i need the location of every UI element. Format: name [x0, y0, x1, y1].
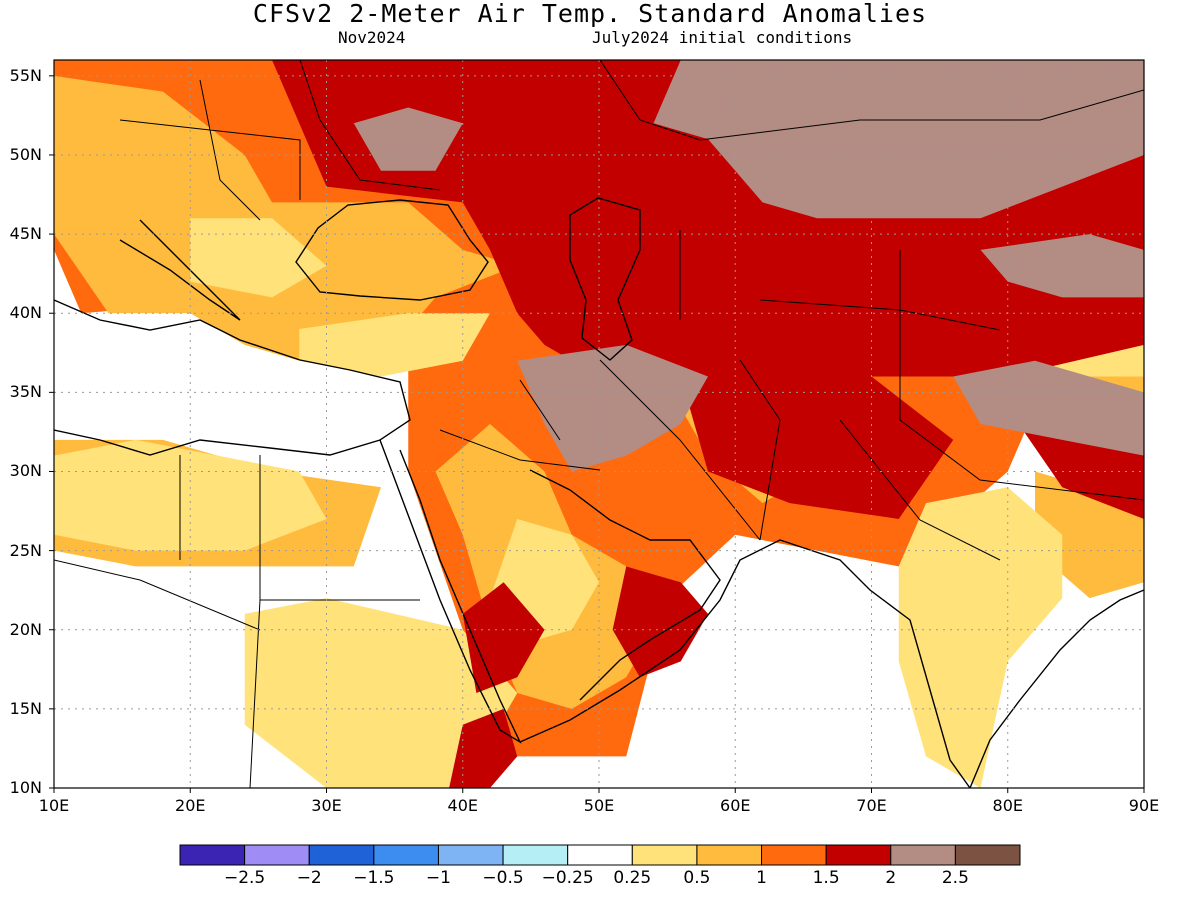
lat-label: 30N	[9, 461, 42, 481]
anomaly-fills	[54, 60, 1144, 788]
colorbar-bin	[696, 844, 763, 866]
colorbar-bin	[825, 844, 892, 866]
colorbar-bin	[308, 844, 375, 866]
anomaly-region-1	[54, 75, 518, 361]
lon-label: 50E	[583, 796, 615, 815]
colorbar-bin	[631, 844, 698, 866]
colorbar-label: −0.5	[482, 868, 524, 888]
caspian-coast	[569, 197, 641, 361]
colorbar-bin	[373, 844, 439, 866]
colorbar-label: 1	[756, 868, 767, 888]
colorbar-bin	[890, 844, 956, 866]
anomaly-region-22	[653, 60, 1144, 219]
colorbar-bin	[437, 844, 504, 866]
lon-label: 60E	[720, 796, 751, 815]
lon-label: 90E	[1128, 796, 1160, 815]
country-borders	[54, 60, 1144, 788]
anomaly-region-21	[449, 708, 518, 788]
target-month: Nov2024	[338, 28, 406, 47]
lon-label: 40E	[447, 796, 478, 815]
anomaly-region-15	[244, 598, 518, 788]
persian-gulf-coast	[529, 469, 721, 701]
india-east-coast	[969, 589, 1144, 788]
colorbar-label: −2	[296, 868, 322, 888]
colorbar-bin	[502, 844, 569, 866]
initial-conditions: July2024 initial conditions	[592, 28, 853, 47]
lat-label: 45N	[9, 224, 42, 244]
colorbar-label: −0.25	[541, 868, 594, 888]
colorbar-label: −1.5	[353, 868, 395, 888]
lon-label: 80E	[992, 796, 1023, 815]
lat-label: 15N	[9, 698, 42, 718]
axis-ticks	[49, 75, 1145, 793]
lon-label: 30E	[311, 796, 342, 815]
lon-label: 70E	[856, 796, 887, 815]
colorbar-label: 2	[885, 868, 897, 888]
lat-label: 35N	[9, 382, 42, 402]
colorbar-label: 1.5	[812, 868, 840, 888]
lon-label: 10E	[38, 796, 70, 815]
lat-label: 20N	[9, 619, 42, 639]
chart-title: CFSv2 2-Meter Air Temp. Standard Anomali…	[252, 0, 928, 28]
colorbar-bin	[244, 844, 310, 866]
anomaly-region-23	[353, 107, 463, 171]
colorbar-label: 0.25	[613, 868, 652, 888]
anomaly-region-24	[517, 344, 708, 472]
black-sea-coast	[295, 199, 489, 301]
colorbar-label: −1	[425, 868, 451, 888]
anomaly-region-17	[680, 376, 954, 519]
lon-label: 20E	[175, 796, 206, 815]
colorbar-label: −2.5	[223, 868, 266, 888]
anomaly-region-9	[190, 218, 327, 298]
lat-label: 10N	[9, 778, 42, 797]
lat-label: 25N	[9, 540, 42, 560]
mediterranean-coast	[54, 299, 411, 456]
graticule	[54, 60, 1144, 788]
anomaly-region-10	[299, 313, 490, 377]
anomaly-region-13	[898, 487, 1063, 788]
adriatic-coast	[119, 219, 241, 321]
colorbar-label: 2.5	[941, 868, 969, 888]
anomaly-region-25	[953, 360, 1144, 456]
colorbar	[179, 844, 1021, 866]
colorbar-bin	[179, 844, 246, 866]
lat-label: 50N	[9, 144, 42, 164]
colorbar-label: 0.5	[683, 868, 711, 888]
arabian-coast	[519, 539, 971, 788]
coastlines	[54, 60, 1144, 788]
colorbar-bin	[954, 844, 1021, 866]
lat-label: 40N	[9, 303, 42, 323]
anomaly-region-26	[980, 234, 1144, 298]
colorbar-bin	[761, 844, 827, 866]
lat-label: 55N	[9, 65, 42, 85]
colorbar-bin	[567, 844, 633, 866]
anomaly-region-20	[462, 582, 545, 694]
